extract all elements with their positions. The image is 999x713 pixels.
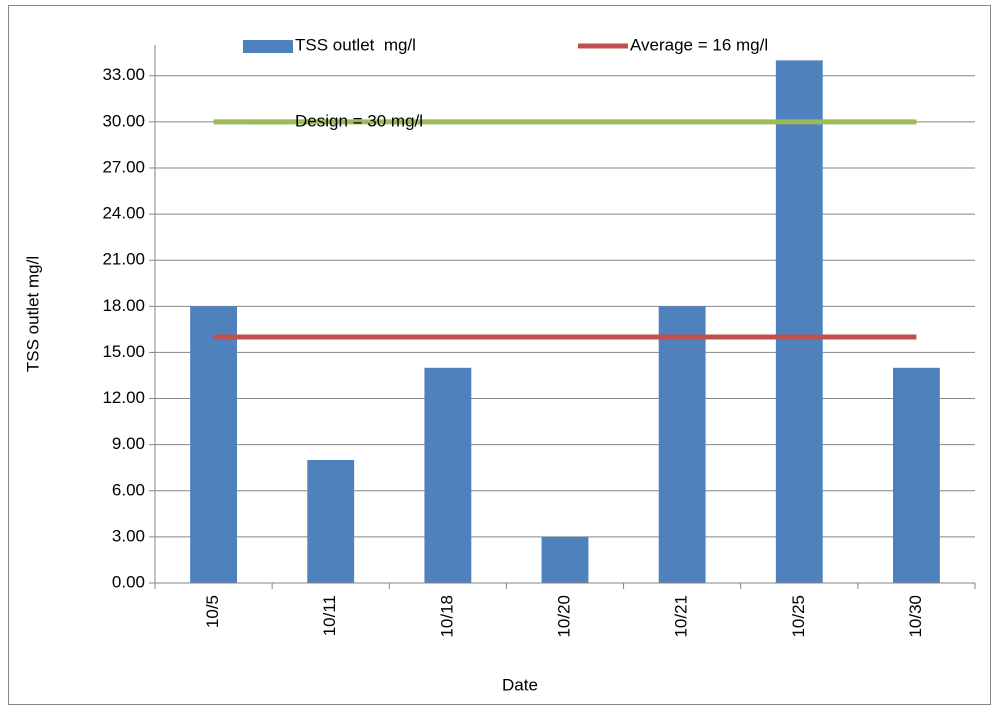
bar <box>190 306 237 583</box>
legend-label: Average = 16 mg/l <box>630 35 768 54</box>
x-tick-label: 10/25 <box>789 595 808 638</box>
bar <box>424 367 472 583</box>
y-tick-label: 24.00 <box>102 204 145 223</box>
bar <box>775 60 823 583</box>
x-tick-label: 10/18 <box>437 595 456 638</box>
y-tick-label: 0.00 <box>112 572 145 591</box>
y-axis-title: TSS outlet mg/l <box>23 256 42 372</box>
legend-swatch <box>243 40 293 53</box>
y-tick-label: 15.00 <box>102 342 145 361</box>
x-tick-label: 10/20 <box>554 595 573 638</box>
y-tick-label: 33.00 <box>102 65 145 84</box>
legend-label: TSS outlet mg/l <box>295 35 416 54</box>
y-tick-label: 27.00 <box>102 157 145 176</box>
y-tick-label: 6.00 <box>112 480 145 499</box>
bar <box>307 460 355 583</box>
y-tick-label: 3.00 <box>112 526 145 545</box>
y-tick-label: 21.00 <box>102 250 145 269</box>
y-tick-label: 12.00 <box>102 388 145 407</box>
x-tick-label: 10/21 <box>672 595 691 638</box>
chart-border <box>8 5 991 705</box>
y-tick-label: 30.00 <box>102 111 145 130</box>
legend-label: Design = 30 mg/l <box>295 111 423 130</box>
x-axis-title: Date <box>502 675 538 694</box>
y-tick-label: 9.00 <box>112 434 145 453</box>
bar <box>893 367 940 583</box>
bar <box>658 306 706 583</box>
y-tick-label: 18.00 <box>102 296 145 315</box>
x-tick-label: 10/5 <box>203 595 222 628</box>
bar <box>541 536 589 583</box>
x-tick-label: 10/11 <box>320 595 339 636</box>
x-tick-label: 10/30 <box>906 595 925 638</box>
